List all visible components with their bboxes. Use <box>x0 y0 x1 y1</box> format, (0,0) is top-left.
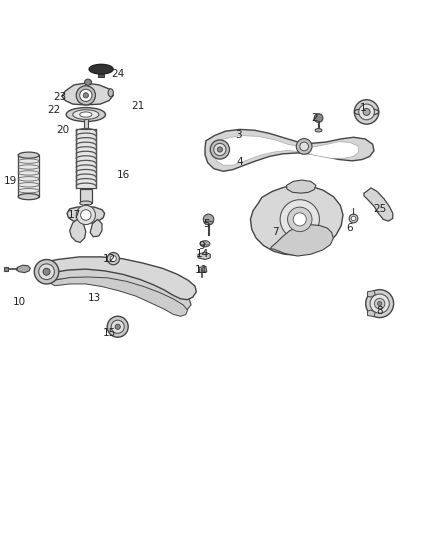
Ellipse shape <box>66 108 106 122</box>
Ellipse shape <box>349 214 358 223</box>
Circle shape <box>43 268 50 275</box>
Polygon shape <box>287 180 316 193</box>
Text: 8: 8 <box>376 306 383 316</box>
Circle shape <box>76 205 95 224</box>
Ellipse shape <box>80 112 92 117</box>
Text: 7: 7 <box>272 228 279 237</box>
Circle shape <box>288 207 312 231</box>
Text: 22: 22 <box>47 105 60 115</box>
Text: 5: 5 <box>204 219 210 229</box>
Text: 12: 12 <box>102 254 116 264</box>
Ellipse shape <box>204 221 213 224</box>
Circle shape <box>359 104 374 120</box>
Text: 14: 14 <box>196 249 209 259</box>
Circle shape <box>107 316 128 337</box>
Text: 15: 15 <box>102 328 116 338</box>
Polygon shape <box>84 204 88 210</box>
Text: 10: 10 <box>12 297 25 308</box>
Text: 2: 2 <box>312 113 318 123</box>
Ellipse shape <box>200 241 210 247</box>
Circle shape <box>210 140 230 159</box>
Circle shape <box>111 320 124 333</box>
Circle shape <box>217 147 223 152</box>
Circle shape <box>363 108 370 116</box>
Circle shape <box>80 89 92 101</box>
Circle shape <box>115 324 120 329</box>
Polygon shape <box>4 268 8 271</box>
Ellipse shape <box>18 152 39 158</box>
Circle shape <box>39 264 54 280</box>
Text: 1: 1 <box>360 103 367 114</box>
Text: 9: 9 <box>198 240 205 251</box>
Polygon shape <box>80 189 92 203</box>
Ellipse shape <box>108 89 113 96</box>
Circle shape <box>300 142 308 151</box>
Ellipse shape <box>18 193 39 200</box>
Circle shape <box>374 298 385 309</box>
Polygon shape <box>76 130 96 188</box>
Text: 20: 20 <box>56 125 69 135</box>
Polygon shape <box>367 290 375 297</box>
Polygon shape <box>367 310 375 317</box>
Polygon shape <box>16 265 30 272</box>
Text: 11: 11 <box>195 265 208 275</box>
Text: 13: 13 <box>88 293 101 303</box>
Circle shape <box>354 100 379 124</box>
Circle shape <box>107 253 120 265</box>
Polygon shape <box>205 130 374 171</box>
Circle shape <box>83 93 88 98</box>
Ellipse shape <box>89 64 113 74</box>
Circle shape <box>280 200 319 239</box>
Circle shape <box>366 289 394 318</box>
Polygon shape <box>42 268 191 311</box>
Circle shape <box>370 294 389 313</box>
Circle shape <box>81 210 91 220</box>
Polygon shape <box>62 83 113 105</box>
Polygon shape <box>215 135 359 165</box>
Polygon shape <box>251 185 343 255</box>
Ellipse shape <box>73 110 99 119</box>
Text: 4: 4 <box>237 157 243 167</box>
Ellipse shape <box>315 128 322 132</box>
Polygon shape <box>271 224 333 256</box>
Text: 3: 3 <box>235 130 242 140</box>
Circle shape <box>110 256 117 262</box>
Polygon shape <box>84 119 88 129</box>
Circle shape <box>314 114 323 123</box>
Circle shape <box>378 302 382 306</box>
Polygon shape <box>70 220 86 243</box>
Text: 19: 19 <box>4 176 17 187</box>
Ellipse shape <box>85 79 92 85</box>
Polygon shape <box>18 155 39 197</box>
Circle shape <box>296 139 312 154</box>
Polygon shape <box>199 266 207 272</box>
Ellipse shape <box>80 201 92 205</box>
Text: 23: 23 <box>53 92 66 102</box>
Polygon shape <box>49 277 187 316</box>
Ellipse shape <box>351 216 356 221</box>
Text: 6: 6 <box>346 223 353 233</box>
Text: 21: 21 <box>131 101 145 111</box>
Text: 24: 24 <box>111 69 124 78</box>
Polygon shape <box>198 252 210 260</box>
Circle shape <box>293 213 306 226</box>
Circle shape <box>34 260 59 284</box>
Text: 17: 17 <box>67 210 81 220</box>
Polygon shape <box>90 220 102 237</box>
Text: 16: 16 <box>117 170 130 180</box>
Polygon shape <box>364 188 393 221</box>
Circle shape <box>203 214 214 224</box>
Text: 25: 25 <box>373 204 386 214</box>
Polygon shape <box>99 75 104 77</box>
Polygon shape <box>67 206 105 224</box>
Circle shape <box>214 143 226 156</box>
Circle shape <box>76 86 95 105</box>
Polygon shape <box>35 257 196 300</box>
